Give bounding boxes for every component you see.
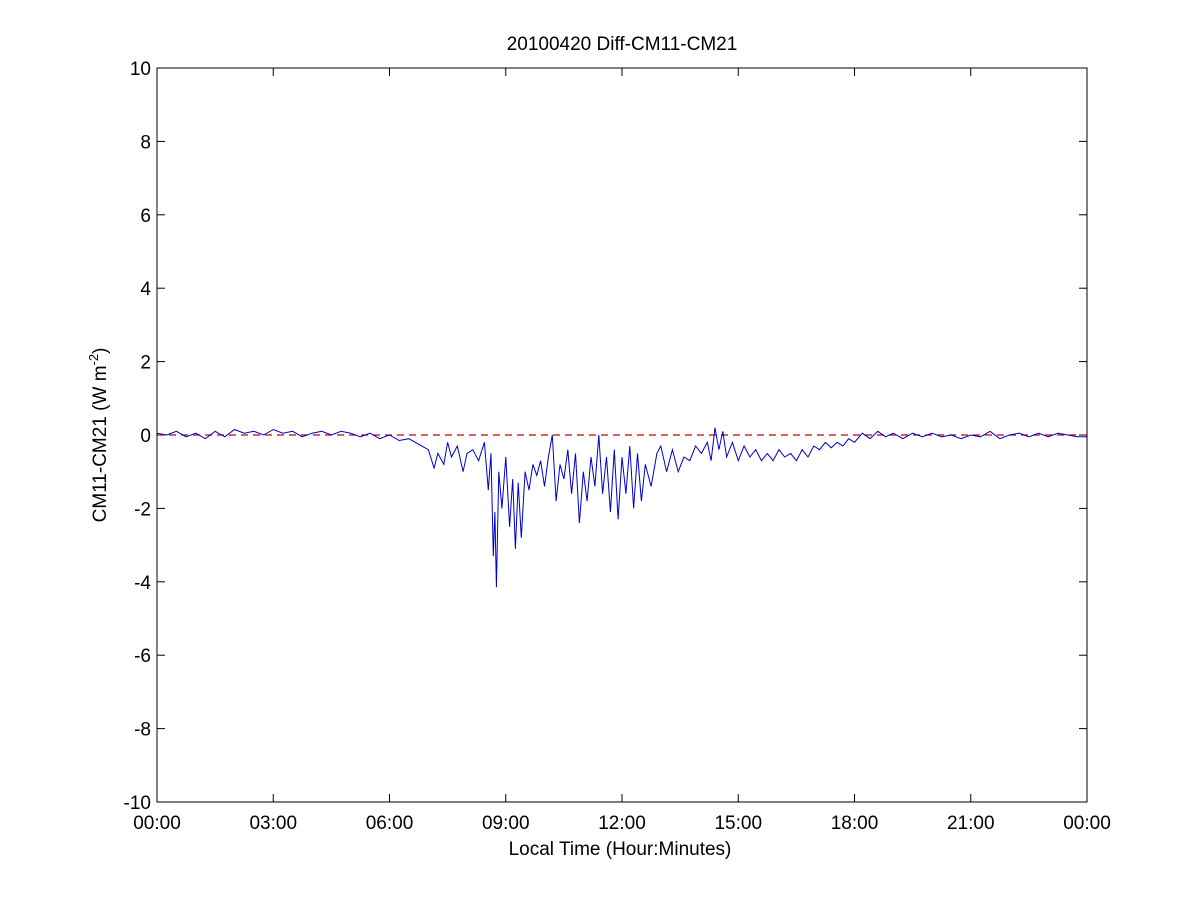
y-axis-ticks: 10 8 6 4 2 0 -2 -4 -6 -8 -10 bbox=[124, 59, 1087, 814]
y-tick-label: -6 bbox=[134, 646, 151, 667]
plot-area bbox=[157, 68, 1087, 802]
y-tick-label: 2 bbox=[140, 353, 151, 374]
x-axis-ticks: 00:00 03:00 06:00 09:00 12:00 15:00 18:00 21:00… bbox=[133, 68, 1111, 834]
x-tick-label: 12:00 bbox=[598, 813, 646, 834]
y-axis-label-close: ) bbox=[90, 348, 111, 354]
y-tick-label: 10 bbox=[130, 59, 151, 80]
chart-title: 20100420 Diff-CM11-CM21 bbox=[507, 34, 738, 55]
x-tick-label: 00:00 bbox=[133, 813, 181, 834]
series-line bbox=[156, 427, 1087, 588]
x-tick-label: 00:00 bbox=[1063, 813, 1111, 834]
y-tick-label: 0 bbox=[140, 426, 151, 447]
x-tick-label: 09:00 bbox=[482, 813, 530, 834]
plot-frame bbox=[156, 67, 1088, 803]
y-tick-label: 6 bbox=[140, 206, 151, 227]
y-tick-label: 4 bbox=[140, 279, 151, 300]
y-axis-label-superscript: -2 bbox=[86, 354, 101, 366]
y-tick-label: 8 bbox=[140, 132, 151, 153]
y-tick-label: -4 bbox=[134, 573, 151, 594]
x-tick-label: 18:00 bbox=[831, 813, 879, 834]
x-tick-label: 06:00 bbox=[366, 813, 414, 834]
x-tick-label: 15:00 bbox=[714, 813, 762, 834]
x-tick-label: 21:00 bbox=[947, 813, 995, 834]
y-axis-label: CM11-CM21 (W m-2) bbox=[86, 348, 111, 523]
y-tick-label: -10 bbox=[124, 793, 151, 814]
x-axis-label: Local Time (Hour:Minutes) bbox=[509, 839, 732, 860]
x-tick-label: 03:00 bbox=[249, 813, 297, 834]
y-tick-label: -2 bbox=[134, 499, 151, 520]
y-tick-label: -8 bbox=[134, 720, 151, 741]
y-axis-label-base: CM11-CM21 (W m bbox=[90, 365, 111, 522]
